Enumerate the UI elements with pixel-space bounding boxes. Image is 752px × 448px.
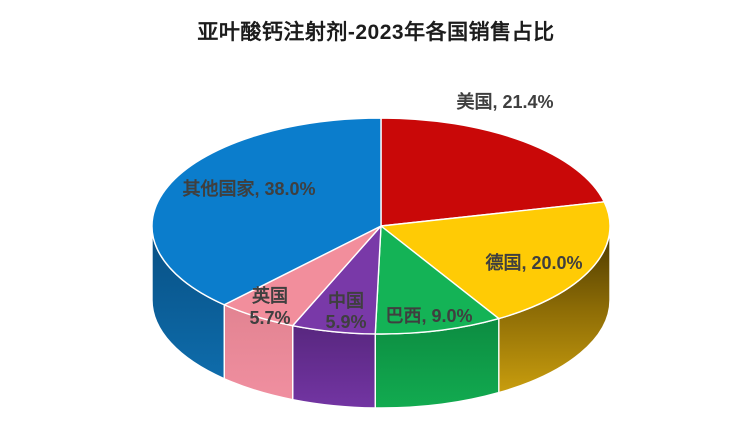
chart-title: 亚叶酸钙注射剂-2023年各国销售占比 [197, 21, 555, 44]
slice-label-4-line1: 英国 [251, 285, 288, 306]
pie-tops [151, 117, 611, 335]
pie-slice-top-0 [380, 117, 605, 227]
pie-slice-top-1 [380, 201, 611, 320]
slice-label-1: 德国, 20.0% [485, 252, 582, 273]
slice-label-3-line2: 5.9% [325, 312, 366, 332]
pie-labels: 美国, 21.4% 德国, 20.0% 巴西, 9.0% 中国5.9% 英国5.7% 其他… [182, 91, 582, 332]
pie-walls [151, 225, 611, 409]
slice-label-4-line2: 5.7% [249, 308, 290, 328]
slice-label-3-line1: 中国 [328, 290, 364, 311]
pie-slice-top-5 [151, 117, 382, 306]
slice-label-5: 其他国家, 38.0% [182, 178, 315, 199]
pie-slice-side-3 [292, 324, 376, 409]
slice-label-2: 巴西, 9.0% [385, 306, 472, 326]
slice-label-0: 美国, 21.4% [456, 91, 553, 112]
pie-slice-top-2 [374, 225, 500, 335]
